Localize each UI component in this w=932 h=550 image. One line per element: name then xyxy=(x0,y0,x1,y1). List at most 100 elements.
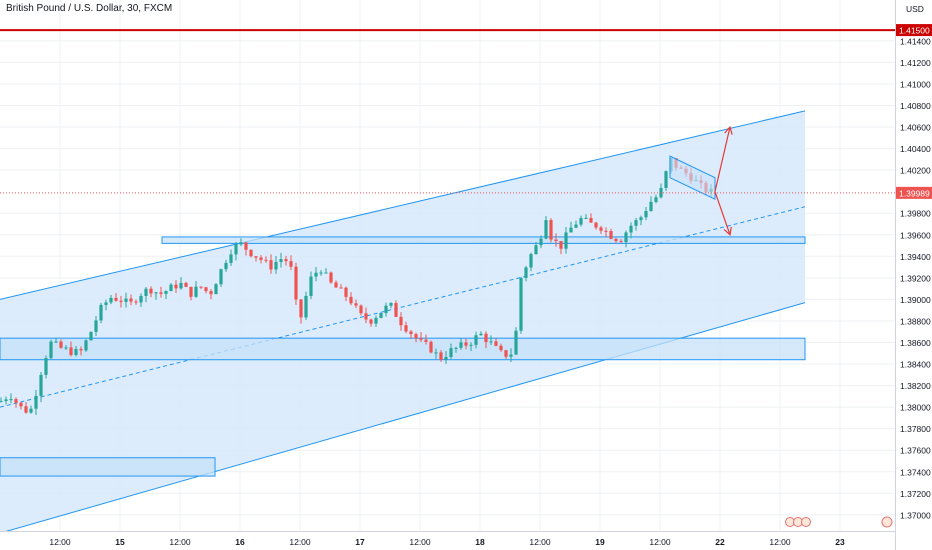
y-tick-label: 1.37400 xyxy=(900,467,931,477)
candle xyxy=(419,332,423,343)
candle-body xyxy=(559,241,563,249)
candle-body xyxy=(79,349,83,351)
candle-body xyxy=(239,242,243,245)
candle-body xyxy=(344,287,348,297)
candle xyxy=(159,286,163,298)
candle xyxy=(94,316,98,337)
notification-icon xyxy=(881,516,893,528)
candle xyxy=(549,218,553,243)
candle-body xyxy=(359,305,363,314)
candle xyxy=(339,284,343,289)
current-price-badge-bg xyxy=(896,186,932,199)
candle-body xyxy=(609,231,613,239)
candle-body xyxy=(554,239,558,242)
y-tick-label: 1.40800 xyxy=(900,101,931,111)
candle xyxy=(284,255,288,266)
bullish-arrow-shaft xyxy=(714,126,731,192)
candle xyxy=(9,393,13,404)
candle xyxy=(349,292,353,306)
y-tick-label: 1.39600 xyxy=(900,230,931,240)
candle-body xyxy=(189,286,193,297)
candle xyxy=(154,291,158,300)
candle xyxy=(244,241,248,256)
candle xyxy=(379,312,383,319)
candle-body xyxy=(429,341,433,353)
x-tick-label: 12:00 xyxy=(409,537,431,547)
candle xyxy=(579,215,583,227)
candle xyxy=(539,235,543,249)
candle xyxy=(569,221,573,233)
candle xyxy=(174,280,178,293)
candle xyxy=(534,242,538,255)
x-axis-labels: 12:00 15 12:00 16 12:00 17 12:00 18 12:00 19 12:00… xyxy=(49,537,845,547)
candle xyxy=(519,276,523,334)
candle-body xyxy=(329,272,333,283)
candle xyxy=(229,249,233,266)
current-price-badge: 1.39989 xyxy=(896,186,932,199)
candle xyxy=(279,252,283,268)
candle xyxy=(644,207,648,221)
candle xyxy=(84,339,88,352)
current-price-badge-text: 1.39989 xyxy=(899,188,930,198)
candle-body xyxy=(379,313,383,318)
x-tick-label: 16 xyxy=(235,537,245,547)
candle xyxy=(514,327,518,355)
candle xyxy=(389,302,393,309)
candle xyxy=(104,299,108,311)
candle-body xyxy=(139,295,143,303)
candle-body xyxy=(464,342,468,346)
candle xyxy=(574,220,578,229)
candle-body xyxy=(279,259,283,262)
candle xyxy=(334,280,338,288)
x-tick-label: 19 xyxy=(595,537,605,547)
candle-body xyxy=(424,339,428,342)
candle-body xyxy=(114,297,118,301)
candle xyxy=(249,249,253,258)
candle-body xyxy=(479,333,483,336)
x-tick-label: 22 xyxy=(715,537,725,547)
candle-body xyxy=(89,331,93,341)
candle xyxy=(444,351,448,364)
y-axis-labels: 1.41400 1.41200 1.41000 1.40800 1.40600 1.404… xyxy=(900,36,931,520)
candle xyxy=(609,228,613,240)
candle-body xyxy=(534,245,538,255)
candle-body xyxy=(104,302,108,305)
candle xyxy=(54,338,58,344)
candle-body xyxy=(304,295,308,318)
candle-body xyxy=(269,260,273,270)
bearish-arrow-shaft xyxy=(714,191,731,235)
candle-body xyxy=(529,254,533,268)
candle xyxy=(89,331,93,341)
candle xyxy=(434,348,438,359)
candle xyxy=(489,335,493,346)
channel-upper-line xyxy=(0,110,806,300)
x-tick-label: 12:00 xyxy=(169,537,191,547)
candle xyxy=(629,222,633,239)
resistance-price-badge-bg xyxy=(896,24,932,37)
candle xyxy=(4,396,8,405)
candle xyxy=(314,267,318,282)
candle xyxy=(134,299,138,305)
y-tick-label: 1.39800 xyxy=(900,209,931,219)
candle xyxy=(499,343,503,352)
plot-area xyxy=(0,0,895,531)
candle-body xyxy=(384,305,388,314)
candle-body xyxy=(229,254,233,263)
candle xyxy=(299,298,303,324)
candle xyxy=(639,215,643,226)
candle-body xyxy=(169,284,173,292)
candle xyxy=(414,332,418,343)
candle xyxy=(214,283,218,295)
candle xyxy=(64,345,68,351)
candle-body xyxy=(594,222,598,228)
candle xyxy=(239,238,243,247)
candle xyxy=(309,271,313,300)
candle xyxy=(74,346,78,357)
candle xyxy=(439,350,443,362)
candle xyxy=(664,170,668,191)
candle xyxy=(649,196,653,212)
candle xyxy=(109,295,113,305)
x-tick-label: 12:00 xyxy=(529,537,551,547)
candle xyxy=(274,256,278,274)
